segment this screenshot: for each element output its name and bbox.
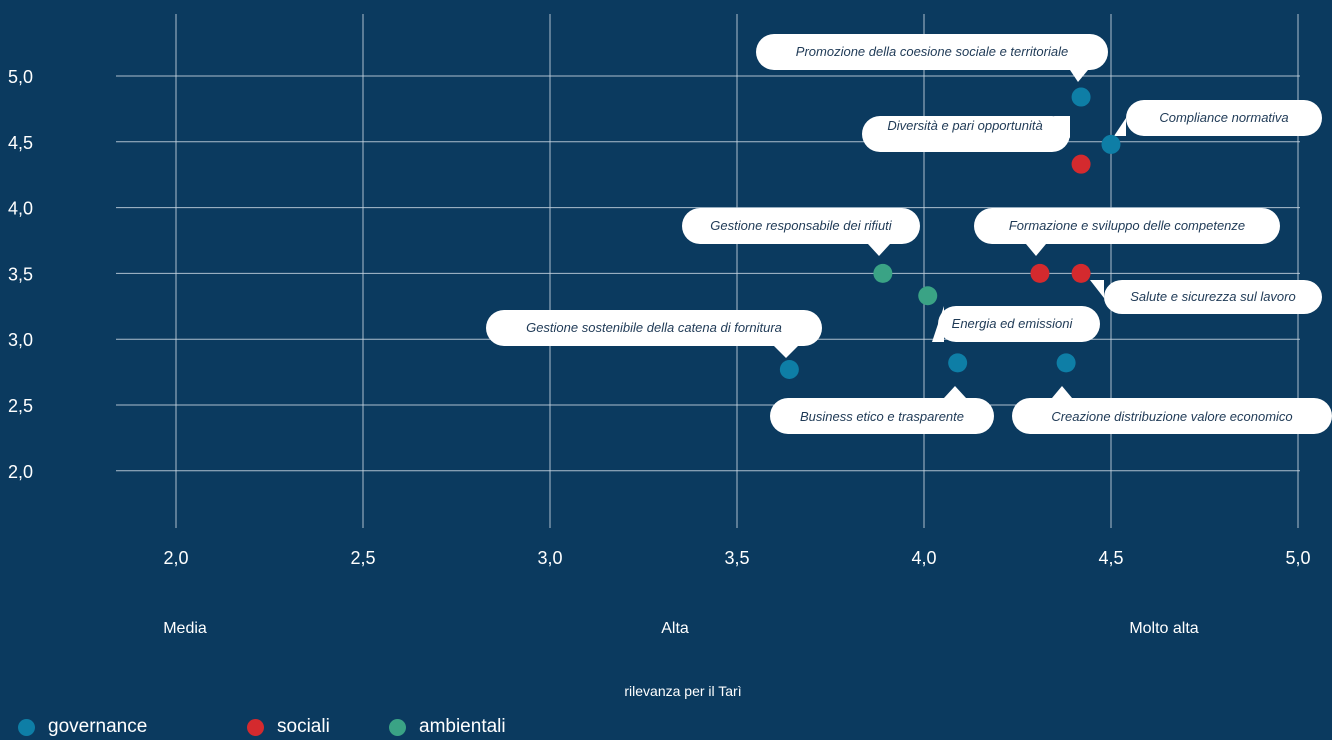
legend-item-sociali: sociali — [247, 716, 330, 738]
callout-box — [486, 310, 822, 346]
ambientali-dot-icon — [389, 718, 406, 736]
callout-label: Gestione sostenibile della catena di for… — [526, 320, 782, 335]
governance-dot-icon — [18, 718, 35, 736]
x-bucket-molto-alta: Molto alta — [1129, 620, 1199, 637]
y-tick-label: 4,5 — [8, 133, 33, 153]
callout-pointer — [1054, 116, 1070, 138]
legend-label-governance: governance — [48, 716, 148, 737]
callout-label: Business etico e trasparente — [800, 409, 964, 424]
data-point-sociali — [1071, 154, 1091, 174]
x-tick-label: 4,0 — [911, 548, 936, 568]
data-point-governance — [948, 353, 968, 373]
callout-box — [1104, 280, 1322, 314]
callout-box — [862, 116, 1070, 152]
y-tick-label: 5,0 — [8, 67, 33, 87]
callout-box — [1012, 398, 1332, 434]
callout-pointer — [1114, 118, 1126, 136]
data-point-governance — [1056, 353, 1076, 373]
legend-item-governance: governance — [18, 716, 147, 738]
callout-pointer — [932, 306, 944, 342]
x-tick-label: 3,0 — [537, 548, 562, 568]
callout-box — [938, 306, 1100, 342]
callout-box — [1126, 100, 1322, 136]
callout-label: Creazione distribuzione valore economico — [1051, 409, 1292, 424]
x-tick-label: 3,5 — [724, 548, 749, 568]
callout-label: Compliance normativa — [1159, 110, 1288, 125]
callout-pointer — [944, 386, 966, 398]
y-tick-label: 4,0 — [8, 199, 33, 219]
callout-label: Promozione della coesione sociale e terr… — [796, 44, 1068, 59]
callout-label: Diversità e pari opportunità — [887, 118, 1042, 133]
x-tick-label: 4,5 — [1098, 548, 1123, 568]
x-axis-title: rilevanza per il Tarì — [624, 683, 742, 699]
data-point-sociali — [1030, 263, 1050, 283]
data-point-ambientali — [873, 263, 893, 283]
callout-pointer — [774, 346, 798, 358]
x-tick-label: 2,0 — [163, 548, 188, 568]
y-tick-label: 3,0 — [8, 330, 33, 350]
legend-label-ambientali: ambientali — [419, 716, 506, 737]
y-tick-label: 2,0 — [8, 462, 33, 482]
x-bucket-alta: Alta — [661, 620, 689, 637]
sociali-dot-icon — [247, 718, 264, 736]
data-point-sociali — [1071, 263, 1091, 283]
callout-label: Gestione responsabile dei rifiuti — [710, 218, 892, 233]
legend-item-ambientali: ambientali — [389, 716, 506, 738]
y-tick-label: 2,5 — [8, 396, 33, 416]
callout-pointer — [1090, 280, 1104, 298]
data-point-governance — [779, 359, 799, 379]
x-bucket-media: Media — [163, 620, 207, 637]
callout-box — [770, 398, 994, 434]
x-tick-label: 5,0 — [1285, 548, 1310, 568]
callout-pointer — [1070, 70, 1088, 82]
data-point-governance — [1071, 87, 1091, 107]
callout-box — [974, 208, 1280, 244]
callout-label: Formazione e sviluppo delle competenze — [1009, 218, 1245, 233]
callout-pointer — [1052, 386, 1072, 398]
legend-label-sociali: sociali — [277, 716, 330, 737]
callout-box — [756, 34, 1108, 70]
y-tick-label: 3,5 — [8, 264, 33, 284]
data-point-ambientali — [918, 286, 938, 306]
callout-pointer — [1026, 244, 1046, 256]
x-tick-label: 2,5 — [350, 548, 375, 568]
callout-pointer — [868, 244, 890, 256]
callout-label: Salute e sicurezza sul lavoro — [1130, 289, 1295, 304]
data-point-governance — [1101, 134, 1121, 154]
callout-box — [682, 208, 920, 244]
callout-label: Energia ed emissioni — [952, 316, 1074, 331]
